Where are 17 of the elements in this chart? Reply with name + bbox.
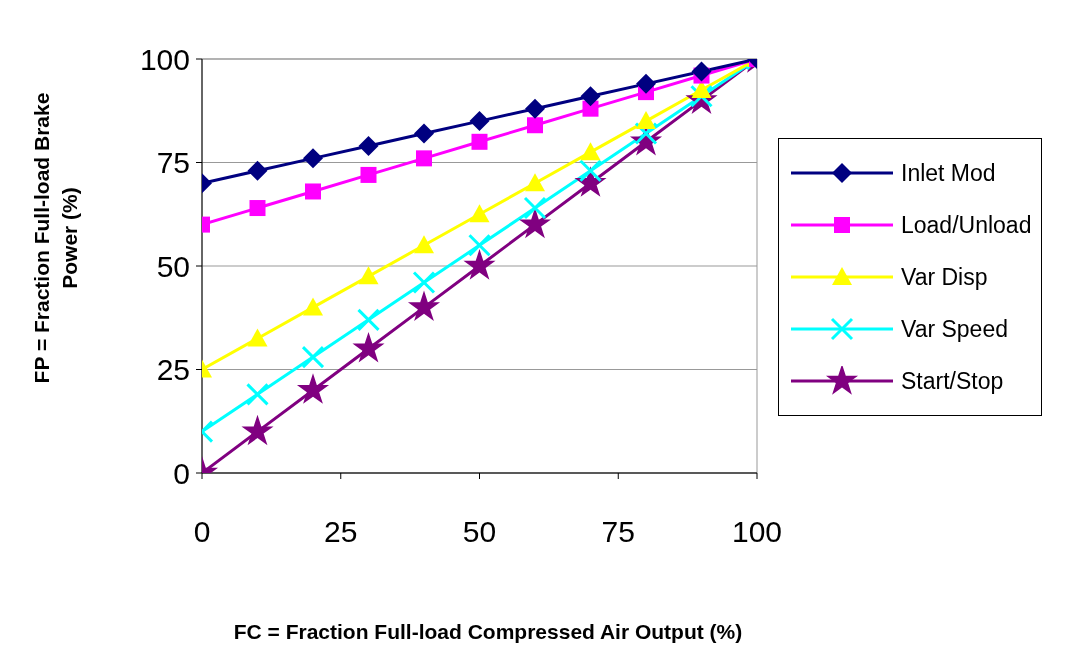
legend-label: Var Disp: [901, 263, 988, 291]
x-tick-label: 100: [731, 515, 783, 549]
y-tick-label: 100: [139, 42, 190, 76]
x-tick-label: 0: [193, 515, 211, 549]
legend-label: Var Speed: [901, 315, 1008, 343]
legend-label: Load/Unload: [901, 211, 1032, 239]
legend-label: Start/Stop: [901, 367, 1004, 395]
x-tick-label: 50: [462, 515, 497, 549]
x-tick-label: 75: [601, 515, 635, 549]
y-tick-label: 75: [156, 146, 190, 180]
y-tick-label: 50: [156, 249, 190, 283]
y-tick-label: 25: [156, 353, 190, 387]
legend-label: Inlet Mod: [901, 159, 996, 187]
y-axis-title: FP = Fraction Full-load Brake Power (%): [29, 91, 82, 386]
x-tick-label: 25: [324, 515, 358, 549]
x-axis-title: FC = Fraction Full-load Compressed Air Output (%): [232, 620, 744, 644]
y-tick-label: 0: [173, 456, 190, 490]
